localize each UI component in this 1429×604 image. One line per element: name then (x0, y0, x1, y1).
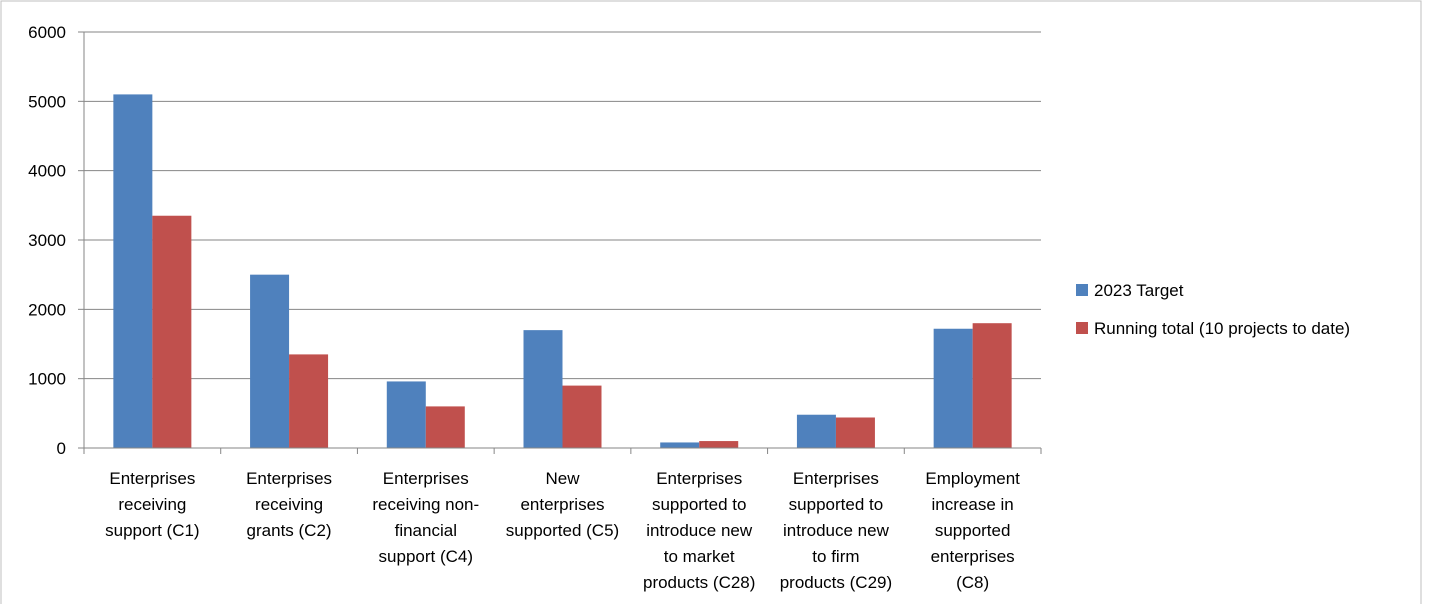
bar-target-3 (386, 381, 426, 448)
x-category-label: Enterprises receiving support (C1) (105, 469, 199, 540)
y-tick-label: 1000 (28, 370, 66, 389)
y-tick-label: 6000 (28, 23, 66, 42)
legend-swatch (1076, 284, 1088, 296)
bar-target-6 (796, 414, 836, 448)
bars (113, 94, 1012, 449)
x-category-label: Enterprises receiving grants (C2) (246, 469, 332, 540)
bar-running-total-1 (152, 215, 192, 448)
bar-target-1 (113, 94, 153, 449)
bar-target-2 (250, 274, 290, 448)
legend-swatch (1076, 322, 1088, 334)
y-tick-label: 5000 (28, 92, 66, 111)
x-category-label: Enterprises receiving non-financial suppor… (372, 469, 479, 566)
x-category-label: Enterprises supported to introduce new to m… (643, 469, 755, 592)
y-tick-label: 4000 (28, 162, 66, 181)
y-tick-label: 3000 (28, 231, 66, 250)
bar-running-total-4 (562, 385, 602, 448)
bar-running-total-3 (425, 406, 465, 448)
legend-label: 2023 Target (1094, 281, 1184, 300)
bar-target-5 (660, 442, 700, 448)
bar-running-total-5 (699, 441, 739, 448)
bar-running-total-2 (289, 354, 329, 448)
x-axis-categories: Enterprises receiving support (C1) Enterpri… (105, 469, 1020, 592)
x-category-label: Enterprises supported to introduce new to f… (780, 469, 892, 592)
bar-target-4 (523, 330, 563, 448)
x-category-label: New enterprises supported (C5) (506, 469, 619, 540)
y-tick-label: 2000 (28, 300, 66, 319)
bar-running-total-6 (835, 417, 875, 448)
bar-target-7 (933, 328, 973, 448)
legend-label: Running total (10 projects to date) (1094, 319, 1350, 338)
y-axis-ticks: 0 1000 2000 3000 4000 5000 6000 (28, 23, 84, 458)
y-tick-label: 0 (57, 439, 66, 458)
legend: 2023 Target Running total (10 projects to… (1076, 281, 1350, 338)
axes (83, 32, 1042, 454)
bar-running-total-7 (972, 323, 1012, 448)
x-category-label: Employment increase in supported enterprise… (925, 469, 1020, 592)
